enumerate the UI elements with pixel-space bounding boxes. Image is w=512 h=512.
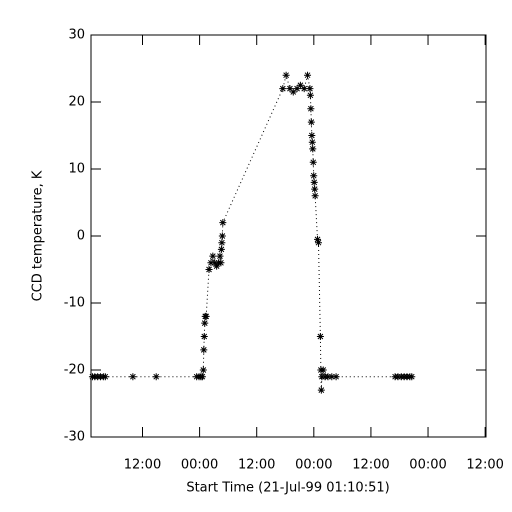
data-point <box>311 185 319 193</box>
data-point <box>311 192 319 200</box>
data-point <box>293 85 301 93</box>
y-tick-label: -20 <box>64 363 85 378</box>
data-point <box>307 105 315 113</box>
data-point <box>296 81 304 89</box>
data-point <box>198 373 206 381</box>
data-point <box>289 88 297 96</box>
data-point <box>199 366 207 374</box>
data-point <box>307 118 315 126</box>
plot-frame <box>90 34 487 438</box>
data-point <box>279 85 287 93</box>
data-point <box>408 373 416 381</box>
data-point <box>314 235 322 243</box>
x-tick-label: 00:00 <box>295 458 332 473</box>
data-point <box>308 138 316 146</box>
data-point <box>200 333 208 340</box>
data-point <box>201 319 209 327</box>
data-point <box>282 71 290 79</box>
data-point <box>219 219 227 227</box>
data-point <box>217 259 225 267</box>
data-point <box>211 259 219 267</box>
data-point <box>101 373 109 381</box>
data-point <box>200 346 208 354</box>
x-tick-label: 12:00 <box>238 458 275 473</box>
data-line <box>92 73 412 391</box>
y-tick-label: 30 <box>68 28 85 43</box>
data-point <box>218 239 226 247</box>
data-point <box>332 373 340 381</box>
x-tick-label: 12:00 <box>124 458 161 473</box>
y-tick-label: -10 <box>64 296 85 311</box>
x-tick-label: 00:00 <box>181 458 218 473</box>
data-point <box>152 373 160 381</box>
x-tick-label: 12:00 <box>466 458 503 473</box>
y-tick-label: 0 <box>77 229 85 244</box>
data-point <box>319 366 327 374</box>
data-point <box>309 158 317 166</box>
data-point <box>216 252 224 260</box>
data-point <box>300 85 308 93</box>
y-tick-label: -30 <box>64 430 85 445</box>
data-point <box>129 373 137 381</box>
data-point <box>310 178 318 186</box>
y-tick-label: 10 <box>68 162 85 177</box>
data-point <box>202 312 210 320</box>
data-point <box>213 262 221 270</box>
data-point <box>205 266 213 273</box>
data-point <box>317 386 325 394</box>
y-tick-label: 20 <box>68 95 85 110</box>
data-point <box>218 232 226 240</box>
data-point <box>308 132 316 139</box>
data-point <box>286 85 294 93</box>
data-point <box>304 71 312 79</box>
data-point <box>306 91 314 99</box>
data-point <box>207 259 215 267</box>
data-point <box>328 373 336 381</box>
data-point <box>310 172 318 180</box>
data-point <box>306 85 314 93</box>
data-point <box>314 239 322 247</box>
data-point <box>316 333 324 340</box>
x-tick-label: 00:00 <box>409 458 446 473</box>
y-axis-label: CCD temperature, K <box>31 170 46 301</box>
data-point <box>217 245 225 253</box>
x-tick-label: 12:00 <box>352 458 389 473</box>
data-point <box>324 373 332 381</box>
x-axis-label: Start Time (21-Jul-99 01:10:51) <box>186 481 389 496</box>
data-point <box>209 252 217 260</box>
data-point <box>309 145 317 153</box>
